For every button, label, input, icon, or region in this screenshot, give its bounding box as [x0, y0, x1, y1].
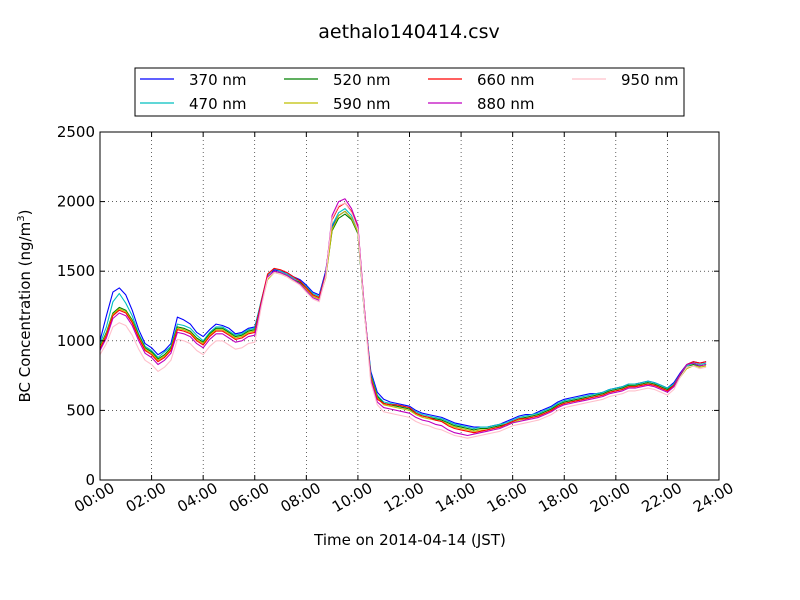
y-tick-label: 1000 — [57, 332, 95, 350]
legend-label: 470 nm — [189, 95, 247, 113]
y-tick-label: 500 — [66, 401, 95, 419]
series-line-520-nm — [99, 213, 707, 431]
legend-label: 950 nm — [621, 71, 679, 89]
y-axis-label-tail: ) — [16, 210, 34, 216]
legend-label: 660 nm — [477, 71, 535, 89]
y-tick-label: 1500 — [57, 262, 95, 280]
x-axis-label: Time on 2014-04-14 (JST) — [313, 531, 506, 549]
y-tick-label: 2500 — [57, 123, 95, 141]
legend-box — [134, 67, 685, 117]
series-line-660-nm — [99, 202, 707, 434]
legend-label: 590 nm — [333, 95, 391, 113]
y-axis-label: BC Concentration (ng/m3) — [16, 210, 34, 403]
legend: 370 nm 470 nm 520 nm 590 nm 660 nm 880 nm 950 … — [134, 67, 685, 117]
y-tick-label: 0 — [85, 471, 95, 489]
series-layer — [99, 198, 707, 439]
legend-label: 880 nm — [477, 95, 535, 113]
y-tick-label: 2000 — [57, 193, 95, 211]
y-axis-label-main: BC Concentration (ng/m — [16, 222, 34, 403]
y-axis-label-superscript: 3 — [16, 215, 27, 221]
legend-label: 370 nm — [189, 71, 247, 89]
legend-label: 520 nm — [333, 71, 391, 89]
series-line-950-nm — [99, 202, 707, 439]
chart-title: aethalo140414.csv — [318, 21, 500, 43]
series-line-880-nm — [99, 198, 707, 437]
